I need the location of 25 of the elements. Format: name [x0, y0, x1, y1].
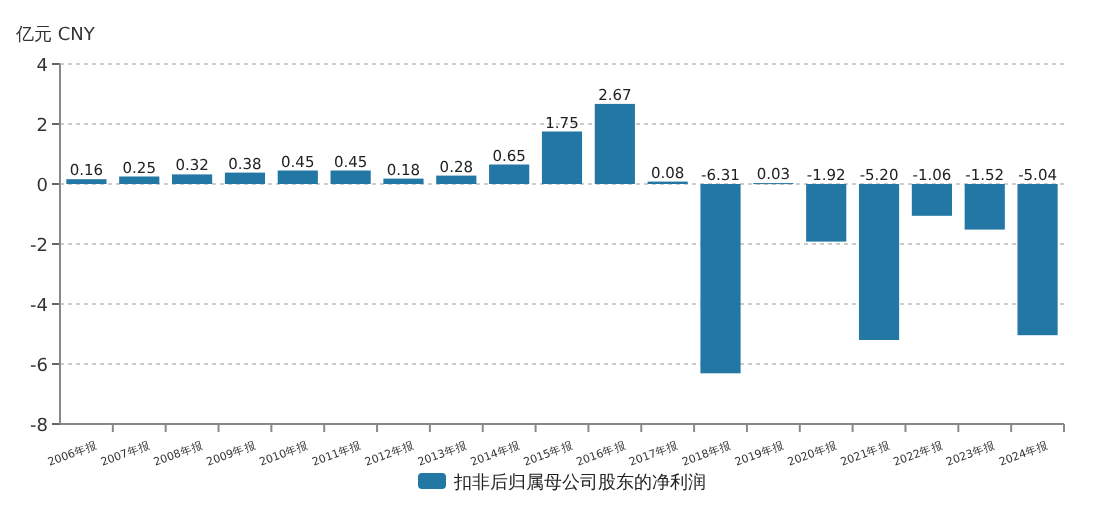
y-tick-label: -2 [30, 237, 48, 257]
bar [541, 131, 583, 184]
y-tick-label: 0 [36, 177, 49, 197]
bar [330, 170, 371, 184]
bar [436, 175, 477, 184]
bar [383, 178, 424, 184]
y-axis-title: 亿元 CNY [14, 24, 96, 46]
y-tick-label: 4 [36, 57, 49, 77]
bar [277, 170, 318, 184]
legend-label: 扣非后归属母公司股东的净利润 [452, 472, 706, 494]
bar [172, 174, 213, 184]
bar [700, 184, 741, 374]
y-tick-label: -4 [30, 297, 49, 317]
bar [911, 184, 952, 216]
y-tick-label: -6 [30, 357, 49, 377]
bar [489, 164, 530, 184]
bar [806, 184, 847, 242]
bar [594, 103, 635, 184]
y-tick-label: -8 [30, 417, 49, 437]
bar [1017, 184, 1058, 336]
bar [858, 184, 900, 340]
bar [119, 176, 160, 184]
y-tick-label: 2 [36, 117, 48, 137]
bar [224, 172, 266, 184]
bar [964, 184, 1005, 230]
